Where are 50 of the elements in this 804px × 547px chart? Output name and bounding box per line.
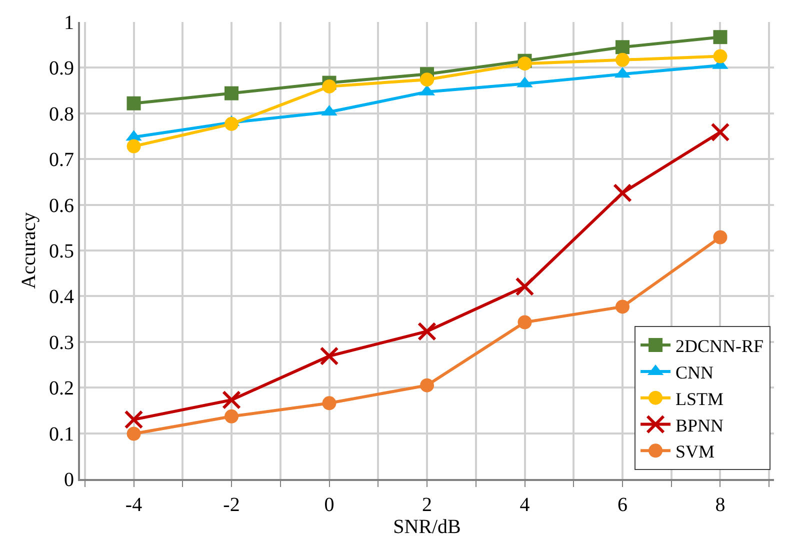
point	[224, 86, 239, 100]
point	[420, 72, 434, 87]
point	[515, 277, 534, 296]
point	[518, 315, 532, 330]
point	[615, 40, 630, 54]
point	[222, 390, 242, 410]
point	[322, 79, 336, 94]
x-axis-title: SNR/dB	[393, 516, 461, 538]
y-tick-label: 0.6	[49, 194, 74, 217]
legend-label: 2DCNN-RF	[676, 336, 764, 356]
point	[124, 410, 144, 430]
point	[322, 396, 336, 410]
point	[518, 56, 532, 71]
y-tick-label: 0.5	[49, 240, 74, 262]
point	[320, 346, 339, 366]
y-tick-label: 1	[64, 12, 74, 34]
point	[710, 122, 730, 142]
point	[612, 183, 632, 202]
y-axis-title: Accuracy	[18, 212, 40, 289]
x-tick-label: 4	[520, 494, 530, 516]
point	[713, 30, 728, 44]
point	[713, 230, 728, 244]
point	[418, 322, 436, 341]
x-tick-label: 6	[617, 494, 628, 516]
legend-label: SVM	[676, 442, 715, 462]
y-tick-label: 0.3	[49, 332, 74, 354]
y-tick-label: 0	[64, 469, 74, 491]
point	[713, 49, 728, 64]
point	[224, 409, 239, 424]
x-tick-label: 2	[422, 494, 432, 516]
y-tick-label: 0.7	[49, 149, 74, 172]
x-tick-label: 8	[715, 494, 726, 516]
y-tick-label: 0.1	[49, 423, 74, 446]
y-tick-label: 0.8	[49, 103, 74, 126]
legend-label: BPNN	[676, 415, 724, 436]
y-tick-label: 0.2	[49, 378, 74, 400]
legend-label: LSTM	[676, 388, 724, 409]
point	[224, 116, 239, 131]
point	[126, 96, 141, 110]
y-tick-label: 0.4	[49, 286, 74, 308]
x-tick-label: -4	[125, 494, 142, 516]
point	[615, 52, 630, 67]
x-tick-label: 0	[324, 494, 334, 516]
point	[615, 300, 630, 314]
y-tick-label: 0.9	[49, 58, 74, 80]
point	[420, 378, 434, 392]
legend-label: CNN	[676, 362, 714, 382]
x-tick-label: -2	[223, 494, 240, 516]
point	[126, 139, 141, 154]
point	[126, 426, 141, 441]
